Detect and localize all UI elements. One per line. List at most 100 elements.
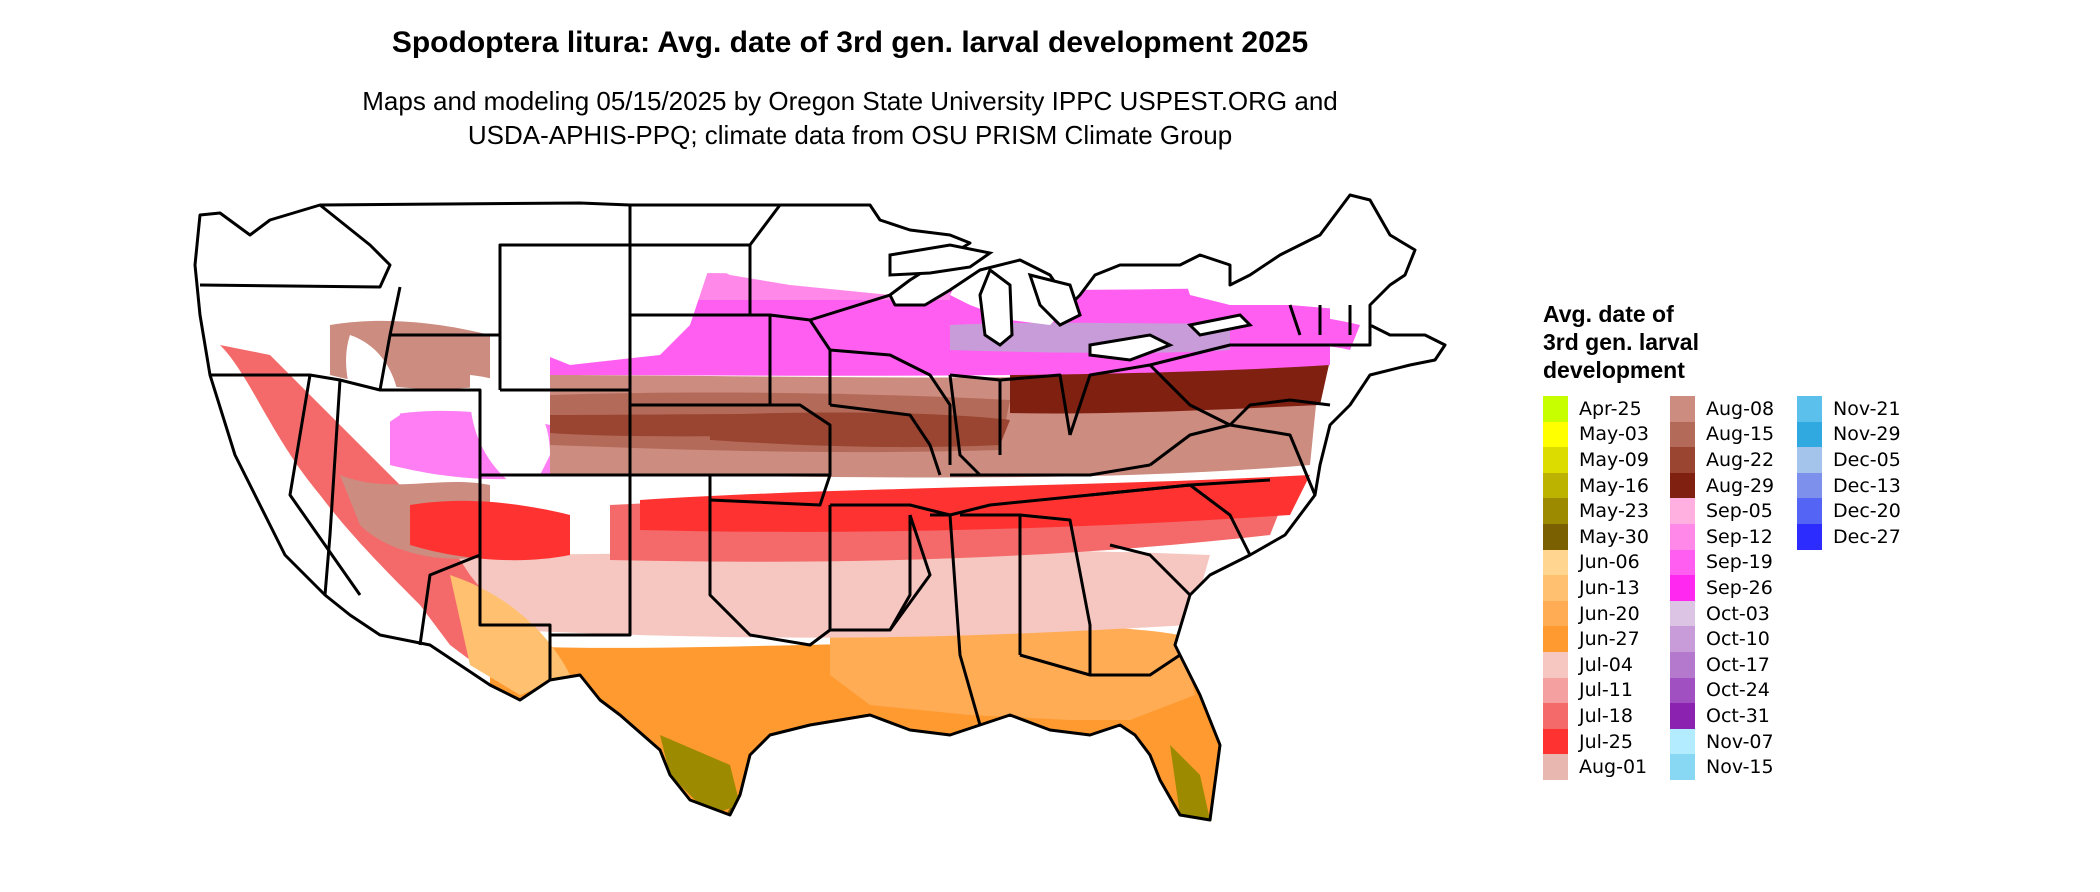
legend-label: Sep-19	[1706, 551, 1773, 574]
legend-swatch	[1543, 754, 1568, 780]
legend-swatch	[1543, 703, 1568, 729]
legend-swatch	[1797, 396, 1822, 422]
legend-swatch	[1543, 626, 1568, 652]
map-title: Spodoptera litura: Avg. date of 3rd gen.…	[391, 26, 1309, 59]
legend-swatch	[1543, 728, 1568, 755]
legend-label: Nov-07	[1706, 730, 1774, 753]
legend-label: May-16	[1579, 474, 1649, 497]
legend-swatch	[1670, 728, 1695, 755]
legend-swatch	[1670, 549, 1695, 576]
legend-item: Oct-17	[1670, 651, 1797, 678]
legend-item: Jul-11	[1543, 677, 1670, 704]
legend-item: Jun-20	[1543, 600, 1670, 627]
legend-item: May-16	[1543, 472, 1670, 499]
legend-swatch	[1543, 600, 1568, 627]
legend-label: Jul-18	[1579, 704, 1633, 727]
legend-column: Aug-08 Aug-15 Aug-22 Aug-29 Sep-05 Sep-12 Sep-…	[1670, 396, 1797, 780]
legend-item: May-09	[1543, 447, 1670, 473]
legend-label: Aug-01	[1579, 756, 1648, 779]
legend-label: Jul-04	[1579, 653, 1633, 676]
legend-label: Sep-05	[1706, 500, 1773, 523]
legend-swatch	[1797, 447, 1822, 473]
legend-item: Sep-26	[1670, 575, 1797, 601]
legend-label: Sep-26	[1706, 576, 1773, 599]
legend-title-line-2: 3rd gen. larval	[1543, 329, 1699, 355]
development-date-fill	[195, 195, 1445, 820]
map-subtitle: Maps and modeling 05/15/2025 by Oregon S…	[0, 84, 1700, 152]
legend-swatch	[1670, 600, 1695, 627]
legend-item: Aug-22	[1670, 447, 1797, 473]
legend-item: Jun-27	[1543, 626, 1670, 652]
legend-label: Oct-03	[1706, 602, 1770, 625]
legend-swatch	[1670, 575, 1695, 601]
legend-column: Nov-21 Nov-29 Dec-05 Dec-13 Dec-20 Dec-27	[1797, 396, 1924, 780]
legend-item: Nov-21	[1797, 396, 1924, 422]
subtitle-line-2: USDA-APHIS-PPQ; climate data from OSU PR…	[467, 120, 1233, 150]
legend-swatch	[1670, 703, 1695, 729]
legend-item: Aug-15	[1670, 421, 1797, 448]
legend-item: Sep-12	[1670, 523, 1797, 550]
legend-title: Avg. date of 3rd gen. larval development	[1543, 300, 2083, 384]
legend-label: Aug-29	[1706, 474, 1775, 497]
legend-label: Dec-05	[1833, 448, 1901, 471]
legend-label: Nov-29	[1833, 423, 1901, 446]
state-boundaries	[193, 193, 1447, 822]
legend-item: Dec-05	[1797, 447, 1924, 473]
legend-item: Sep-05	[1670, 498, 1797, 524]
legend-item: Jun-13	[1543, 575, 1670, 601]
legend-swatch	[1670, 447, 1695, 473]
legend-swatch	[1670, 651, 1695, 678]
legend-swatch	[1670, 523, 1695, 550]
legend-item: May-03	[1543, 421, 1670, 448]
legend-label: Oct-31	[1706, 704, 1770, 727]
legend-label: Apr-25	[1579, 397, 1642, 420]
legend-item: Dec-27	[1797, 523, 1924, 550]
us-map-svg	[193, 193, 1447, 822]
legend-item: Nov-29	[1797, 421, 1924, 448]
legend-label: May-09	[1579, 448, 1649, 471]
legend-item: Aug-08	[1670, 396, 1797, 422]
legend-item: Oct-31	[1670, 703, 1797, 729]
great-lakes	[888, 243, 1254, 362]
legend-item: Aug-29	[1670, 472, 1797, 499]
legend-swatch	[1543, 421, 1568, 448]
legend-swatch	[1543, 447, 1568, 473]
legend-swatch	[1543, 677, 1568, 704]
legend-swatch	[1670, 421, 1695, 448]
legend-label: Dec-13	[1833, 474, 1901, 497]
legend-label: Oct-17	[1706, 653, 1770, 676]
legend-column: Apr-25 May-03 May-09 May-16 May-23 May-30 Jun-…	[1543, 396, 1670, 780]
legend-label: Jul-25	[1579, 730, 1633, 753]
legend-swatch	[1670, 626, 1695, 652]
legend-item: Oct-03	[1670, 600, 1797, 627]
legend-label: Jun-27	[1579, 628, 1640, 651]
legend-swatch	[1543, 523, 1568, 550]
legend-swatch	[1797, 523, 1822, 550]
legend-item: Jul-25	[1543, 728, 1670, 755]
legend-title-line-1: Avg. date of	[1543, 301, 1674, 327]
legend-item: Oct-24	[1670, 677, 1797, 704]
legend-swatch	[1543, 472, 1568, 499]
legend-label: Dec-27	[1833, 525, 1901, 548]
legend-item: May-23	[1543, 498, 1670, 524]
legend-label: Jun-13	[1579, 576, 1640, 599]
legend-item: Dec-13	[1797, 472, 1924, 499]
subtitle-line-1: Maps and modeling 05/15/2025 by Oregon S…	[362, 86, 1338, 116]
legend-swatch	[1670, 754, 1695, 780]
legend-item: Aug-01	[1543, 754, 1670, 780]
legend-swatch	[1670, 677, 1695, 704]
legend-label: Oct-24	[1706, 679, 1770, 702]
legend-swatch	[1543, 575, 1568, 601]
legend-item: Jul-04	[1543, 651, 1670, 678]
legend: Avg. date of 3rd gen. larval development…	[1543, 300, 2083, 780]
legend-swatch	[1670, 498, 1695, 524]
legend-item: Nov-15	[1670, 754, 1797, 780]
legend-label: Oct-10	[1706, 628, 1770, 651]
legend-item: Jul-18	[1543, 703, 1670, 729]
legend-item: May-30	[1543, 523, 1670, 550]
legend-item: Apr-25	[1543, 396, 1670, 422]
legend-title-line-3: development	[1543, 357, 1685, 383]
legend-label: Nov-15	[1706, 756, 1774, 779]
legend-label: Aug-22	[1706, 448, 1775, 471]
legend-swatch	[1543, 498, 1568, 524]
